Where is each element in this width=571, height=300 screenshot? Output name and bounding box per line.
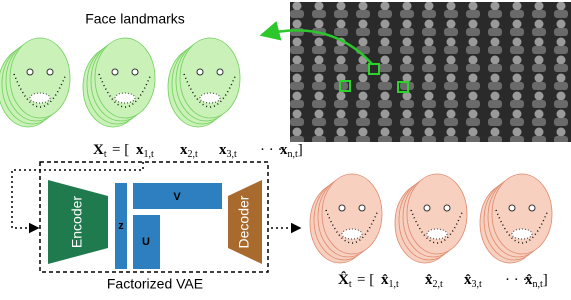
eye (47, 69, 53, 75)
subscript: 3,t (472, 279, 483, 290)
subscript: t (104, 149, 107, 160)
eye (444, 205, 450, 211)
mouth (427, 229, 447, 239)
figure: Face landmarks Xt= [x1,tx2,tx3,t· · ·xn,… (0, 0, 571, 295)
eye (132, 69, 138, 75)
face-mesh (180, 38, 240, 118)
subscript: 1,t (144, 149, 155, 160)
eye (359, 205, 365, 211)
face-mesh (95, 38, 155, 118)
eye (217, 69, 223, 75)
eye (112, 69, 118, 75)
face-mesh (407, 174, 467, 254)
eye (197, 69, 203, 75)
eye (339, 205, 345, 211)
v-label: V (173, 191, 181, 203)
subscript: 3,t (227, 149, 238, 160)
subscript: n,t (533, 279, 544, 290)
symbol: = [ (357, 272, 374, 288)
crowd-photo (290, 2, 571, 142)
u-label: U (142, 236, 150, 248)
subscript: n,t (288, 149, 299, 160)
mouth (115, 93, 135, 103)
bracket: ] (298, 142, 303, 158)
eye (27, 69, 33, 75)
eye (529, 205, 535, 211)
face-mesh (10, 38, 70, 118)
subscript: t (349, 279, 352, 290)
eye (509, 205, 515, 211)
symbol: X (93, 142, 104, 158)
caption: Factorized VAE (107, 276, 203, 292)
mouth (342, 229, 362, 239)
mouth (512, 229, 532, 239)
subscript: 1,t (389, 279, 400, 290)
eye (424, 205, 430, 211)
mouth (200, 93, 220, 103)
symbol: X̂ (338, 271, 349, 288)
title: Face landmarks (85, 11, 185, 27)
face-mesh (492, 174, 552, 254)
symbol: = [ (112, 142, 129, 158)
decoder-label: Decoder (236, 195, 252, 248)
subscript: 2,t (433, 279, 444, 290)
encoder-label: Encoder (69, 196, 85, 248)
mouth (30, 93, 50, 103)
face-mesh (322, 174, 382, 254)
bracket: ] (543, 272, 548, 288)
z-label: z (118, 220, 124, 232)
subscript: 2,t (188, 149, 199, 160)
